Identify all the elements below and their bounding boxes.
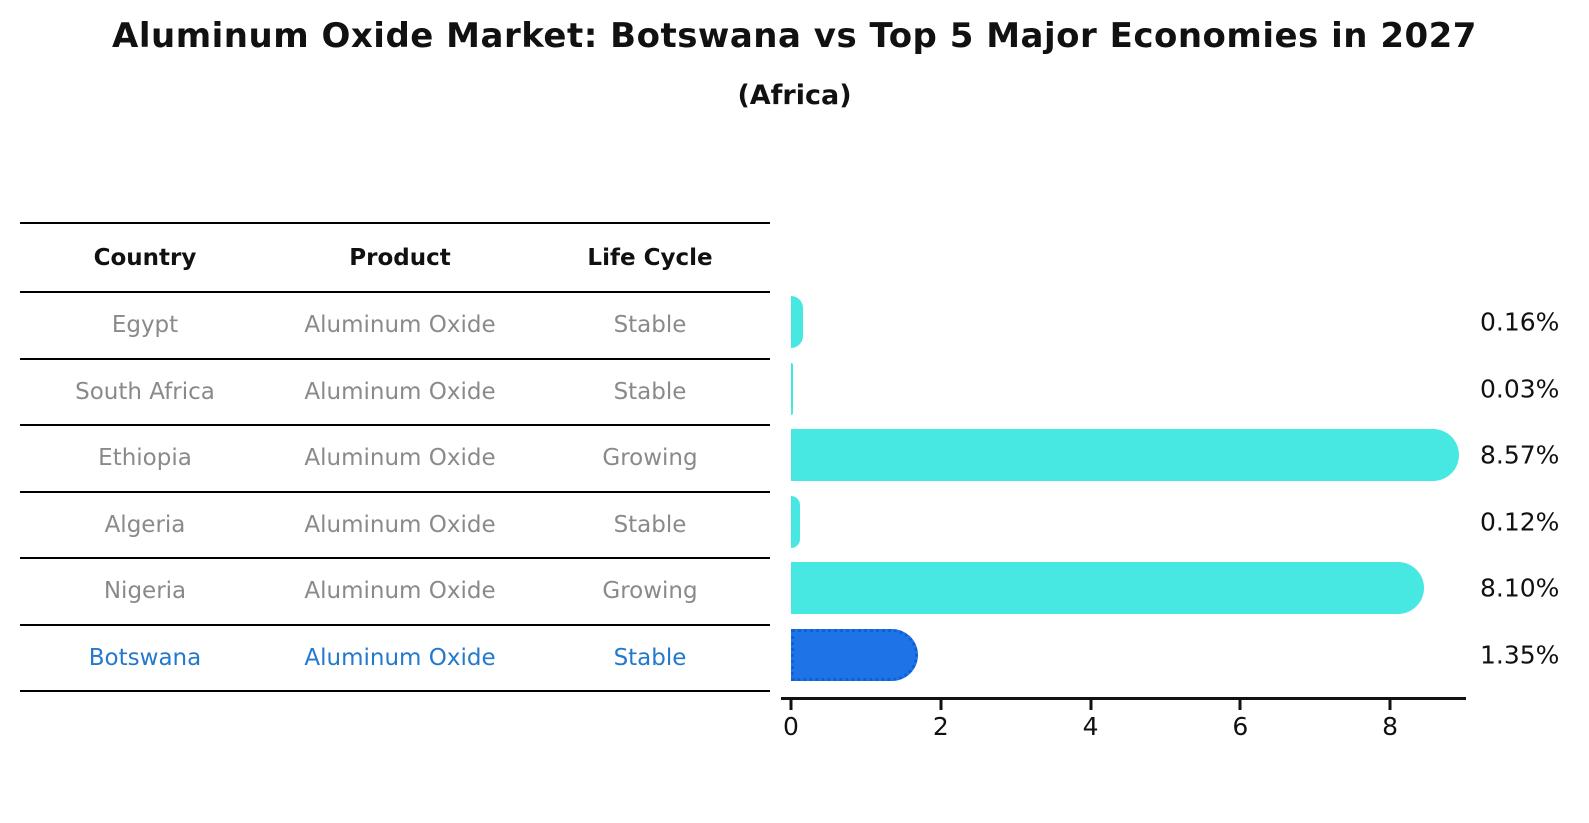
lifecycle-cell: Stable	[613, 644, 687, 671]
x-tick-mark	[939, 700, 943, 710]
country-cell: Algeria	[104, 511, 186, 538]
x-tick-mark	[1089, 700, 1093, 710]
product-cell: Aluminum Oxide	[304, 378, 496, 405]
country-cell: Botswana	[88, 644, 202, 671]
page-subtitle: (Africa)	[737, 80, 852, 111]
x-tick-label: 6	[1232, 712, 1249, 741]
header-cell-country: Country	[93, 244, 197, 271]
x-tick-label: 2	[932, 712, 949, 741]
lifecycle-cell: Stable	[613, 511, 687, 538]
table-row-highlighted: Botswana Aluminum Oxide Stable	[20, 626, 770, 692]
bar-ethiopia	[791, 429, 1459, 481]
bar-nigeria	[791, 562, 1424, 614]
table-row: Ethiopia Aluminum Oxide Growing	[20, 426, 770, 493]
data-table: Country Product Life Cycle Egypt Aluminu…	[20, 222, 770, 692]
product-cell: Aluminum Oxide	[304, 578, 496, 605]
header-cell-product: Product	[349, 244, 451, 271]
x-axis-line	[781, 697, 1466, 700]
lifecycle-cell: Stable	[613, 378, 687, 405]
table-row: Nigeria Aluminum Oxide Growing	[20, 559, 770, 626]
value-label: 8.57%	[1480, 440, 1560, 470]
lifecycle-cell: Growing	[602, 445, 698, 472]
country-cell: South Africa	[75, 378, 215, 405]
value-label: 0.03%	[1480, 374, 1560, 403]
product-cell: Aluminum Oxide	[304, 511, 496, 538]
page-title: Aluminum Oxide Market: Botswana vs Top 5…	[112, 16, 1477, 56]
product-cell: Aluminum Oxide	[304, 644, 496, 671]
header-cell-life-cycle: Life Cycle	[587, 244, 713, 271]
table-row: Algeria Aluminum Oxide Stable	[20, 493, 770, 559]
x-tick-mark	[1388, 700, 1392, 710]
lifecycle-cell: Growing	[602, 578, 698, 605]
x-tick-mark	[1238, 700, 1242, 710]
product-cell: Aluminum Oxide	[304, 312, 496, 339]
country-cell: Nigeria	[103, 578, 187, 605]
x-tick-label: 0	[783, 712, 799, 741]
value-label: 1.35%	[1480, 640, 1560, 669]
table-header-row: Country Product Life Cycle	[20, 222, 770, 293]
table-row: Egypt Aluminum Oxide Stable	[20, 293, 770, 360]
bar-south-africa	[791, 362, 794, 415]
product-cell: Aluminum Oxide	[304, 445, 496, 472]
x-tick-label: 4	[1082, 712, 1099, 741]
lifecycle-cell: Stable	[613, 312, 687, 339]
value-label: 0.16%	[1480, 307, 1560, 337]
country-cell: Ethiopia	[98, 445, 192, 472]
bar-egypt	[791, 296, 803, 348]
bar-botswana	[791, 628, 919, 681]
x-tick-label: 8	[1382, 712, 1399, 741]
value-label: 0.12%	[1480, 507, 1560, 536]
x-tick-mark	[789, 700, 793, 710]
value-label: 8.10%	[1480, 573, 1560, 603]
table-row: South Africa Aluminum Oxide Stable	[20, 360, 770, 426]
bar-algeria	[791, 495, 800, 548]
country-cell: Egypt	[111, 312, 179, 339]
